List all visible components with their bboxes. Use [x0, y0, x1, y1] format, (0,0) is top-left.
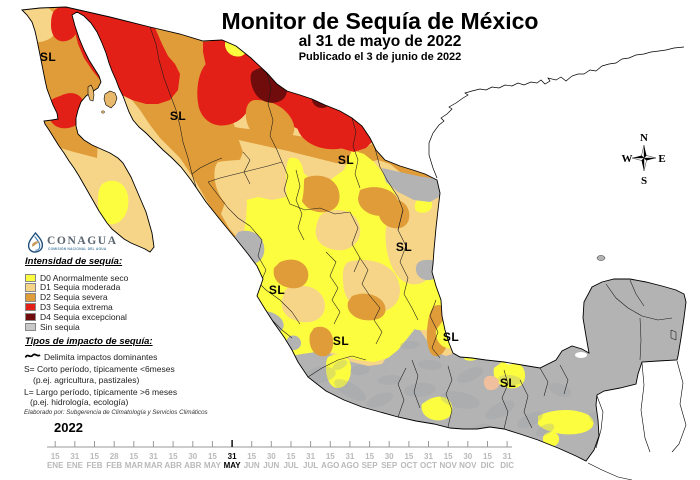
svg-text:S: S — [641, 175, 647, 187]
svg-text:31: 31 — [70, 452, 79, 461]
svg-text:ENE: ENE — [47, 461, 64, 470]
svg-text:15: 15 — [129, 452, 138, 461]
svg-text:31: 31 — [228, 452, 237, 461]
svg-text:15: 15 — [208, 452, 217, 461]
svg-text:30: 30 — [463, 452, 472, 461]
svg-text:30: 30 — [385, 452, 394, 461]
svg-text:15: 15 — [247, 452, 256, 461]
svg-text:15: 15 — [365, 452, 374, 461]
svg-text:MAR: MAR — [125, 461, 143, 470]
svg-text:FEB: FEB — [106, 461, 122, 470]
svg-text:31: 31 — [503, 452, 512, 461]
svg-text:DIC: DIC — [481, 461, 495, 470]
svg-text:NOV: NOV — [440, 461, 458, 470]
svg-text:ABR: ABR — [164, 461, 182, 470]
svg-text:AGO: AGO — [321, 461, 339, 470]
svg-text:JUL: JUL — [303, 461, 318, 470]
svg-text:15: 15 — [169, 452, 178, 461]
svg-text:JUN: JUN — [263, 461, 279, 470]
svg-text:DIC: DIC — [500, 461, 514, 470]
svg-text:SEP: SEP — [362, 461, 379, 470]
svg-text:MAR: MAR — [144, 461, 162, 470]
svg-text:28: 28 — [110, 452, 119, 461]
svg-text:15: 15 — [90, 452, 99, 461]
svg-text:15: 15 — [444, 452, 453, 461]
svg-text:31: 31 — [149, 452, 158, 461]
svg-text:30: 30 — [188, 452, 197, 461]
svg-text:ENE: ENE — [67, 461, 84, 470]
svg-text:15: 15 — [326, 452, 335, 461]
svg-text:E: E — [658, 153, 665, 165]
svg-text:31: 31 — [306, 452, 315, 461]
svg-text:FEB: FEB — [87, 461, 103, 470]
svg-text:31: 31 — [424, 452, 433, 461]
svg-text:15: 15 — [483, 452, 492, 461]
svg-text:N: N — [640, 132, 648, 144]
svg-text:NOV: NOV — [459, 461, 477, 470]
svg-text:30: 30 — [267, 452, 276, 461]
svg-text:MAY: MAY — [204, 461, 222, 470]
svg-text:OCT: OCT — [400, 461, 417, 470]
svg-text:W: W — [622, 153, 633, 165]
svg-text:15: 15 — [287, 452, 296, 461]
svg-text:ABR: ABR — [184, 461, 202, 470]
svg-text:15: 15 — [51, 452, 60, 461]
svg-text:JUL: JUL — [283, 461, 298, 470]
svg-text:AGO: AGO — [341, 461, 359, 470]
svg-text:SEP: SEP — [381, 461, 398, 470]
svg-text:31: 31 — [345, 452, 354, 461]
svg-text:MAY: MAY — [224, 461, 242, 470]
svg-text:15: 15 — [404, 452, 413, 461]
svg-text:OCT: OCT — [420, 461, 437, 470]
svg-text:JUN: JUN — [244, 461, 260, 470]
